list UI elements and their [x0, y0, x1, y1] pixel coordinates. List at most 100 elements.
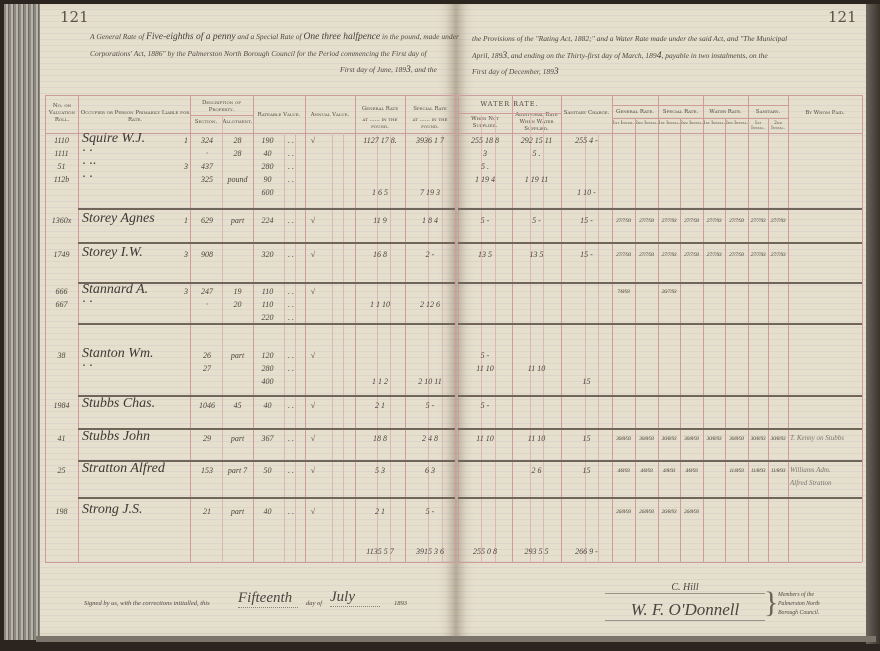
rateable-cell: 110	[261, 300, 274, 309]
check-cell: √	[310, 287, 316, 296]
allot-cell: 20	[233, 300, 242, 309]
paid-by-cell: Alfred Stratton	[790, 479, 832, 487]
payment-date-cell: 26/8/93	[661, 509, 677, 515]
header-instalment-1st: 1st Instal.	[612, 121, 635, 126]
payment-date-cell: 30/8/93	[750, 436, 766, 442]
header-special-rate: Special Rate	[413, 106, 447, 112]
rateable-cell: 40	[263, 149, 272, 158]
sect-cell: ·	[206, 149, 208, 158]
sanitary-cell: 15	[582, 377, 591, 386]
payment-date-cell: 26/8/93	[639, 509, 654, 515]
header-group-water: Water Rate.	[709, 109, 742, 115]
occupier-name: · ·	[82, 144, 93, 159]
payment-date-cell: 4/8/93	[662, 468, 676, 474]
sect-cell: 27	[203, 364, 211, 373]
payment-date-cell: 30/8/93	[616, 436, 631, 442]
water-ns-cell: 5 -	[480, 351, 490, 360]
header-allotment: Allotment.	[222, 119, 253, 125]
special-cell: 5 -	[425, 401, 435, 410]
check-cell: √	[310, 507, 316, 516]
payment-date-cell: 27/7/93	[729, 218, 744, 224]
rateable-cell: 320	[261, 250, 274, 259]
occupier-name: · ·	[82, 170, 93, 185]
special-cell: 5 -	[425, 507, 435, 516]
roll-cell: 666	[55, 287, 68, 296]
members-line: Palmerston North	[778, 601, 820, 607]
payment-date-cell: 11/8/93	[770, 468, 786, 474]
dots-cell: . .	[288, 149, 294, 158]
roll-cell: 1111	[54, 149, 69, 158]
roll-cell: 1984	[53, 401, 70, 410]
payment-date-cell: 27/7/93	[616, 252, 631, 258]
dots-cell: . .	[288, 434, 294, 443]
book-page-edges	[4, 4, 40, 640]
payment-date-cell: 27/7/93	[639, 218, 654, 224]
payment-date-cell: 27/7/93	[729, 252, 744, 258]
right-page	[456, 4, 866, 636]
check-cell: √	[310, 434, 316, 443]
occupier-name: Strong J.S.	[82, 502, 143, 517]
general-cell: 1 1 2	[372, 377, 388, 386]
signed-statement: Signed by us, with the corrections initi…	[84, 600, 210, 607]
allot-cell: part 7	[227, 466, 248, 475]
water-add-cell: 292 15 11	[520, 136, 553, 145]
special-cell: 2 -	[425, 250, 435, 259]
header-group-special: Special Rate.	[662, 109, 699, 115]
page-number-right: 121	[828, 8, 857, 26]
water-add-cell: 2 6	[531, 466, 542, 475]
general-cell: 11 9	[373, 216, 387, 225]
payment-date-cell: 26/8/93	[684, 509, 699, 515]
occupier-name: · ·	[82, 295, 93, 310]
occupier-name: Stubbs Chas.	[82, 396, 156, 411]
general-cell: 18 8	[373, 434, 387, 443]
header-instalment-2nd: 2nd Instal.	[725, 121, 748, 126]
roll-cell: 38	[57, 351, 66, 360]
special-cell: 7 19 3	[420, 188, 440, 197]
allot-cell: pound	[227, 175, 248, 184]
allot-cell: part	[230, 434, 245, 443]
header-instalment-1st: 1st Instal.	[703, 121, 725, 126]
header-instalment-2nd: 2nd Instal.	[635, 121, 658, 126]
allot-cell: 28	[233, 136, 242, 145]
header-instalment-1st: 1st Instal.	[658, 121, 680, 126]
handwritten-year: 3	[502, 51, 508, 61]
payment-date-cell: 4/8/93	[640, 468, 653, 474]
water-ns-cell: 13 5	[478, 250, 492, 259]
general-cell: 5 3	[375, 466, 385, 475]
dots-cell: . .	[288, 466, 294, 475]
rateable-cell: 50	[263, 466, 272, 475]
water-add-cell: 11 10	[527, 364, 546, 373]
header-special-rate-sub: at ...... in the pound.	[412, 117, 448, 130]
handwritten-year: 4	[656, 51, 662, 61]
allot-cell: 45	[233, 401, 242, 410]
water-ns-cell: 255 0 8	[473, 547, 497, 556]
header-valuation-roll: No. on Valuation Roll.	[48, 103, 76, 123]
general-cell: 1 6 5	[372, 188, 388, 197]
ward-cell: 3	[184, 250, 188, 259]
payment-date-cell: 30/8/93	[770, 436, 786, 442]
intro-text: and a Special Rate of	[235, 32, 304, 41]
occupier-name: Squire W.J.	[82, 131, 146, 146]
header-occupier: Occupier or Person Primarily Liable for …	[80, 110, 190, 123]
paid-by-cell: T. Kenny on Stubbs	[790, 434, 844, 442]
intro-text: A General Rate of	[90, 32, 147, 41]
check-cell: √	[310, 401, 316, 410]
sect-cell: 325	[201, 175, 213, 184]
payment-date-cell: 30/8/93	[639, 436, 654, 442]
dots-cell: . .	[288, 250, 294, 259]
payment-date-cell: 27/7/93	[661, 252, 677, 258]
water-ns-cell: 5 -	[480, 216, 490, 225]
payment-date-cell: 27/7/93	[706, 252, 722, 258]
roll-cell: 51	[57, 162, 66, 171]
intro-line-3-left: First day of June, 1893, and the	[340, 65, 437, 75]
allot-cell: 28	[233, 149, 242, 158]
dots-cell: . .	[288, 507, 294, 516]
header-instalment-1st: 1st Instal.	[751, 121, 765, 132]
dots-cell: . .	[288, 300, 294, 309]
payment-date-cell: 30/8/93	[661, 436, 677, 442]
allot-cell: part	[230, 507, 245, 516]
ward-cell: 1	[184, 216, 188, 225]
page-number-left: 121	[60, 8, 89, 26]
general-cell: 2 1	[375, 401, 385, 410]
intro-line-3-right: First day of December, 1893	[472, 67, 559, 77]
